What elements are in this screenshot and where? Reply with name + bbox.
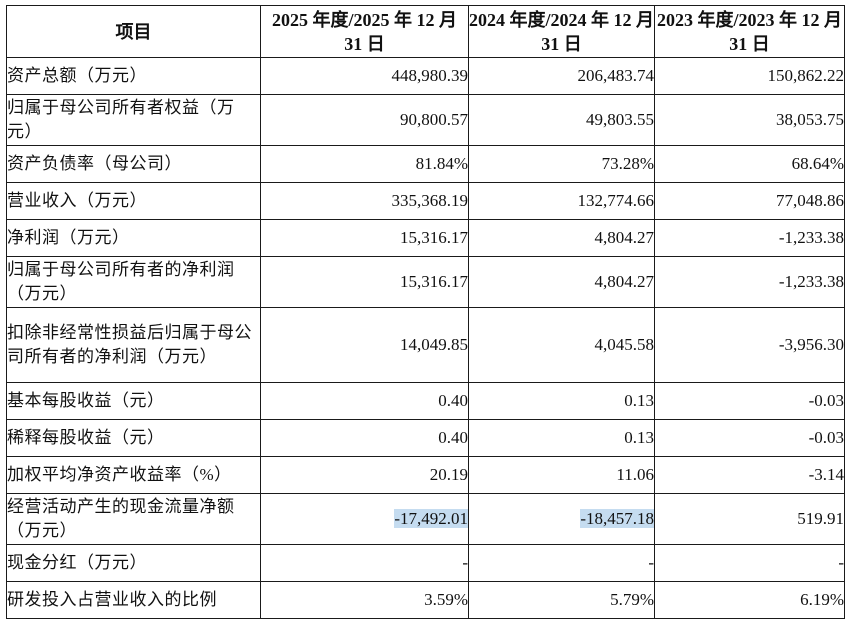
value-2023: -1,233.38 xyxy=(654,256,845,308)
value-2024: - xyxy=(468,544,655,582)
table-row: 归属于母公司所有者的净利润（万元） 15,316.17 4,804.27 -1,… xyxy=(6,256,845,308)
value-2024: 132,774.66 xyxy=(468,182,655,220)
value-2025: 90,800.57 xyxy=(260,94,469,146)
table-row: 加权平均净资产收益率（%） 20.19 11.06 -3.14 xyxy=(6,456,845,494)
value-2024: 49,803.55 xyxy=(468,94,655,146)
highlighted-value: -17,492.01 xyxy=(394,509,468,528)
value-2025: -17,492.01 xyxy=(260,493,469,545)
table-header-row: 项目 2025 年度/2025 年 12 月 31 日 2024 年度/2024… xyxy=(6,5,845,58)
table-row: 研发投入占营业收入的比例 3.59% 5.79% 6.19% xyxy=(6,581,845,619)
row-label: 扣除非经常性损益后归属于母公司所有者的净利润（万元） xyxy=(6,307,261,383)
value-2023: 38,053.75 xyxy=(654,94,845,146)
value-2025: 20.19 xyxy=(260,456,469,494)
value-2023: -3.14 xyxy=(654,456,845,494)
value-2025: 15,316.17 xyxy=(260,219,469,257)
value-2023: 68.64% xyxy=(654,145,845,183)
value-2023: -0.03 xyxy=(654,382,845,420)
value-2023: -0.03 xyxy=(654,419,845,457)
value-2025: 0.40 xyxy=(260,419,469,457)
row-label: 经营活动产生的现金流量净额（万元） xyxy=(6,493,261,545)
table-row: 稀释每股收益（元） 0.40 0.13 -0.03 xyxy=(6,419,845,457)
value-2024: 4,804.27 xyxy=(468,256,655,308)
value-2025: 3.59% xyxy=(260,581,469,619)
value-2023: -3,956.30 xyxy=(654,307,845,383)
table-row: 现金分红（万元） - - - xyxy=(6,544,845,582)
table-row: 净利润（万元） 15,316.17 4,804.27 -1,233.38 xyxy=(6,219,845,257)
value-2024: 4,045.58 xyxy=(468,307,655,383)
value-2024: 206,483.74 xyxy=(468,57,655,95)
row-label: 现金分红（万元） xyxy=(6,544,261,582)
table-row: 资产总额（万元） 448,980.39 206,483.74 150,862.2… xyxy=(6,57,845,95)
value-2025: 81.84% xyxy=(260,145,469,183)
header-year-2024: 2024 年度/2024 年 12 月 31 日 xyxy=(468,5,655,58)
row-label: 加权平均净资产收益率（%） xyxy=(6,456,261,494)
value-2023: 150,862.22 xyxy=(654,57,845,95)
value-2025: 335,368.19 xyxy=(260,182,469,220)
value-2024: -18,457.18 xyxy=(468,493,655,545)
value-2024: 4,804.27 xyxy=(468,219,655,257)
row-label: 归属于母公司所有者的净利润（万元） xyxy=(6,256,261,308)
row-label: 归属于母公司所有者权益（万元） xyxy=(6,94,261,146)
row-label: 净利润（万元） xyxy=(6,219,261,257)
row-label: 资产总额（万元） xyxy=(6,57,261,95)
table-row: 资产负债率（母公司） 81.84% 73.28% 68.64% xyxy=(6,145,845,183)
value-2023: 77,048.86 xyxy=(654,182,845,220)
header-item: 项目 xyxy=(6,5,261,58)
table-row: 归属于母公司所有者权益（万元） 90,800.57 49,803.55 38,0… xyxy=(6,94,845,146)
row-label: 资产负债率（母公司） xyxy=(6,145,261,183)
value-2025: 448,980.39 xyxy=(260,57,469,95)
table-row: 基本每股收益（元） 0.40 0.13 -0.03 xyxy=(6,382,845,420)
row-label: 稀释每股收益（元） xyxy=(6,419,261,457)
value-2024: 5.79% xyxy=(468,581,655,619)
value-2023: 519.91 xyxy=(654,493,845,545)
financial-data-table: 项目 2025 年度/2025 年 12 月 31 日 2024 年度/2024… xyxy=(6,5,845,619)
value-2025: 0.40 xyxy=(260,382,469,420)
row-label: 营业收入（万元） xyxy=(6,182,261,220)
value-2023: -1,233.38 xyxy=(654,219,845,257)
value-2024: 11.06 xyxy=(468,456,655,494)
value-2025: 14,049.85 xyxy=(260,307,469,383)
row-label: 基本每股收益（元） xyxy=(6,382,261,420)
row-label: 研发投入占营业收入的比例 xyxy=(6,581,261,619)
value-2023: 6.19% xyxy=(654,581,845,619)
value-2024: 73.28% xyxy=(468,145,655,183)
header-year-2025: 2025 年度/2025 年 12 月 31 日 xyxy=(260,5,469,58)
value-2024: 0.13 xyxy=(468,382,655,420)
value-2024: 0.13 xyxy=(468,419,655,457)
header-year-2023: 2023 年度/2023 年 12 月 31 日 xyxy=(654,5,845,58)
highlighted-value: -18,457.18 xyxy=(580,509,654,528)
table-row: 营业收入（万元） 335,368.19 132,774.66 77,048.86 xyxy=(6,182,845,220)
table-row: 经营活动产生的现金流量净额（万元） -17,492.01 -18,457.18 … xyxy=(6,493,845,545)
value-2023: - xyxy=(654,544,845,582)
value-2025: 15,316.17 xyxy=(260,256,469,308)
value-2025: - xyxy=(260,544,469,582)
table-row: 扣除非经常性损益后归属于母公司所有者的净利润（万元） 14,049.85 4,0… xyxy=(6,307,845,383)
